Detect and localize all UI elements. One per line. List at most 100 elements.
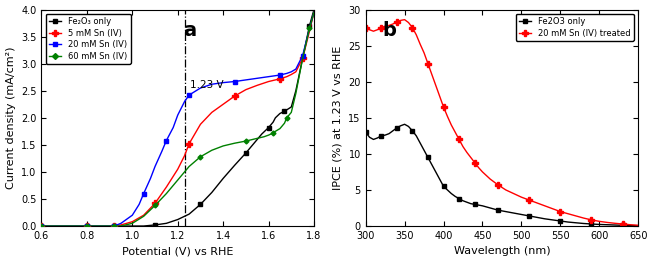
Line: Fe₂O₃ only: Fe₂O₃ only xyxy=(40,8,316,228)
Fe₂O₃ only xyxy=(258,133,266,136)
20 mM Sn (IV) xyxy=(283,72,291,75)
5 mM Sn (IV) xyxy=(219,103,227,106)
60 mM Sn (IV) xyxy=(306,27,313,30)
20 mM Sn (IV) treated xyxy=(409,26,417,29)
5 mM Sn (IV) xyxy=(151,202,159,205)
Fe₂O₃ only xyxy=(292,89,300,92)
5 mM Sn (IV) xyxy=(310,11,318,14)
Fe₂O₃ only xyxy=(110,225,118,228)
20 mM Sn (IV) treated xyxy=(533,201,541,205)
20 mM Sn (IV) xyxy=(208,83,215,86)
20 mM Sn (IV) treated xyxy=(428,73,436,76)
60 mM Sn (IV) xyxy=(174,178,182,182)
Fe₂O₃ only xyxy=(231,164,238,167)
20 mM Sn (IV) xyxy=(60,225,68,228)
5 mM Sn (IV) xyxy=(287,73,295,76)
5 mM Sn (IV) xyxy=(83,225,91,228)
20 mM Sn (IV) xyxy=(306,27,313,30)
Fe₂O₃ only xyxy=(253,138,261,141)
5 mM Sn (IV) xyxy=(72,225,80,228)
Fe₂O₃ only xyxy=(83,225,91,228)
20 mM Sn (IV) xyxy=(94,225,102,228)
Fe₂O₃ only xyxy=(140,225,148,228)
Fe₂O₃ only xyxy=(49,225,57,228)
Fe₂O₃ only xyxy=(249,143,257,146)
20 mM Sn (IV) xyxy=(146,177,154,180)
Fe₂O₃ only xyxy=(94,225,102,228)
Fe₂O₃ only xyxy=(117,225,125,228)
Fe2O3 only xyxy=(533,216,541,219)
20 mM Sn (IV) xyxy=(174,113,182,117)
60 mM Sn (IV) xyxy=(253,137,261,140)
Fe₂O₃ only xyxy=(38,225,46,228)
20 mM Sn (IV) xyxy=(310,11,318,14)
Text: 1.23 V: 1.23 V xyxy=(190,80,224,90)
20 mM Sn (IV) treated xyxy=(424,62,432,65)
Fe₂O₃ only xyxy=(310,8,318,11)
Fe₂O₃ only xyxy=(269,121,277,124)
60 mM Sn (IV) xyxy=(260,135,268,138)
20 mM Sn (IV) xyxy=(197,86,204,90)
60 mM Sn (IV) xyxy=(219,144,227,148)
20 mM Sn (IV) xyxy=(135,203,143,206)
20 mM Sn (IV) xyxy=(151,165,159,168)
Legend: Fe2O3 only, 20 mM Sn (IV) treated: Fe2O3 only, 20 mM Sn (IV) treated xyxy=(516,14,634,41)
Fe₂O₃ only xyxy=(298,57,306,60)
5 mM Sn (IV) xyxy=(181,154,189,157)
20 mM Sn (IV) xyxy=(231,80,238,83)
20 mM Sn (IV) xyxy=(242,78,250,81)
Line: 20 mM Sn (IV): 20 mM Sn (IV) xyxy=(40,10,316,228)
5 mM Sn (IV) xyxy=(292,70,300,73)
20 mM Sn (IV) treated xyxy=(362,26,370,29)
5 mM Sn (IV) xyxy=(283,75,291,78)
Y-axis label: IPCE (%) at 1.23 V vs RHE: IPCE (%) at 1.23 V vs RHE xyxy=(333,46,343,190)
20 mM Sn (IV) treated xyxy=(401,18,409,21)
60 mM Sn (IV) xyxy=(264,134,272,137)
60 mM Sn (IV) xyxy=(83,225,91,228)
Fe2O3 only xyxy=(424,156,432,159)
60 mM Sn (IV) xyxy=(269,131,277,134)
20 mM Sn (IV) xyxy=(292,68,300,71)
Text: a: a xyxy=(183,20,197,40)
5 mM Sn (IV) xyxy=(253,84,261,87)
Fe2O3 only xyxy=(634,224,642,227)
5 mM Sn (IV) xyxy=(264,80,272,83)
60 mM Sn (IV) xyxy=(94,225,102,228)
60 mM Sn (IV) xyxy=(272,130,279,133)
60 mM Sn (IV) xyxy=(276,127,284,130)
5 mM Sn (IV) xyxy=(49,225,57,228)
60 mM Sn (IV) xyxy=(208,149,215,152)
5 mM Sn (IV) xyxy=(60,225,68,228)
20 mM Sn (IV) treated xyxy=(510,192,518,195)
Fe₂O₃ only xyxy=(242,151,250,155)
20 mM Sn (IV) xyxy=(219,81,227,84)
5 mM Sn (IV) xyxy=(306,30,313,33)
5 mM Sn (IV) xyxy=(197,123,204,126)
Fe2O3 only xyxy=(362,131,370,134)
20 mM Sn (IV) xyxy=(117,222,125,225)
60 mM Sn (IV) xyxy=(292,92,300,95)
Fe₂O₃ only xyxy=(106,225,114,228)
20 mM Sn (IV) xyxy=(106,225,114,228)
60 mM Sn (IV) xyxy=(281,122,289,125)
Line: Fe2O3 only: Fe2O3 only xyxy=(364,123,640,227)
Fe₂O₃ only xyxy=(197,203,204,206)
5 mM Sn (IV) xyxy=(94,225,102,228)
Fe2O3 only xyxy=(510,211,518,215)
60 mM Sn (IV) xyxy=(49,225,57,228)
20 mM Sn (IV) xyxy=(264,75,272,78)
Fe₂O₃ only xyxy=(272,116,279,119)
Fe₂O₃ only xyxy=(276,112,284,115)
60 mM Sn (IV) xyxy=(197,155,204,158)
20 mM Sn (IV) xyxy=(158,150,166,153)
20 mM Sn (IV) xyxy=(129,214,136,217)
60 mM Sn (IV) xyxy=(140,215,148,218)
20 mM Sn (IV) xyxy=(298,54,306,57)
60 mM Sn (IV) xyxy=(310,11,318,14)
20 mM Sn (IV) xyxy=(163,139,170,142)
Fe2O3 only xyxy=(401,123,409,126)
60 mM Sn (IV) xyxy=(163,192,170,195)
Line: 60 mM Sn (IV): 60 mM Sn (IV) xyxy=(40,10,316,228)
5 mM Sn (IV) xyxy=(185,142,193,145)
5 mM Sn (IV) xyxy=(117,223,125,227)
